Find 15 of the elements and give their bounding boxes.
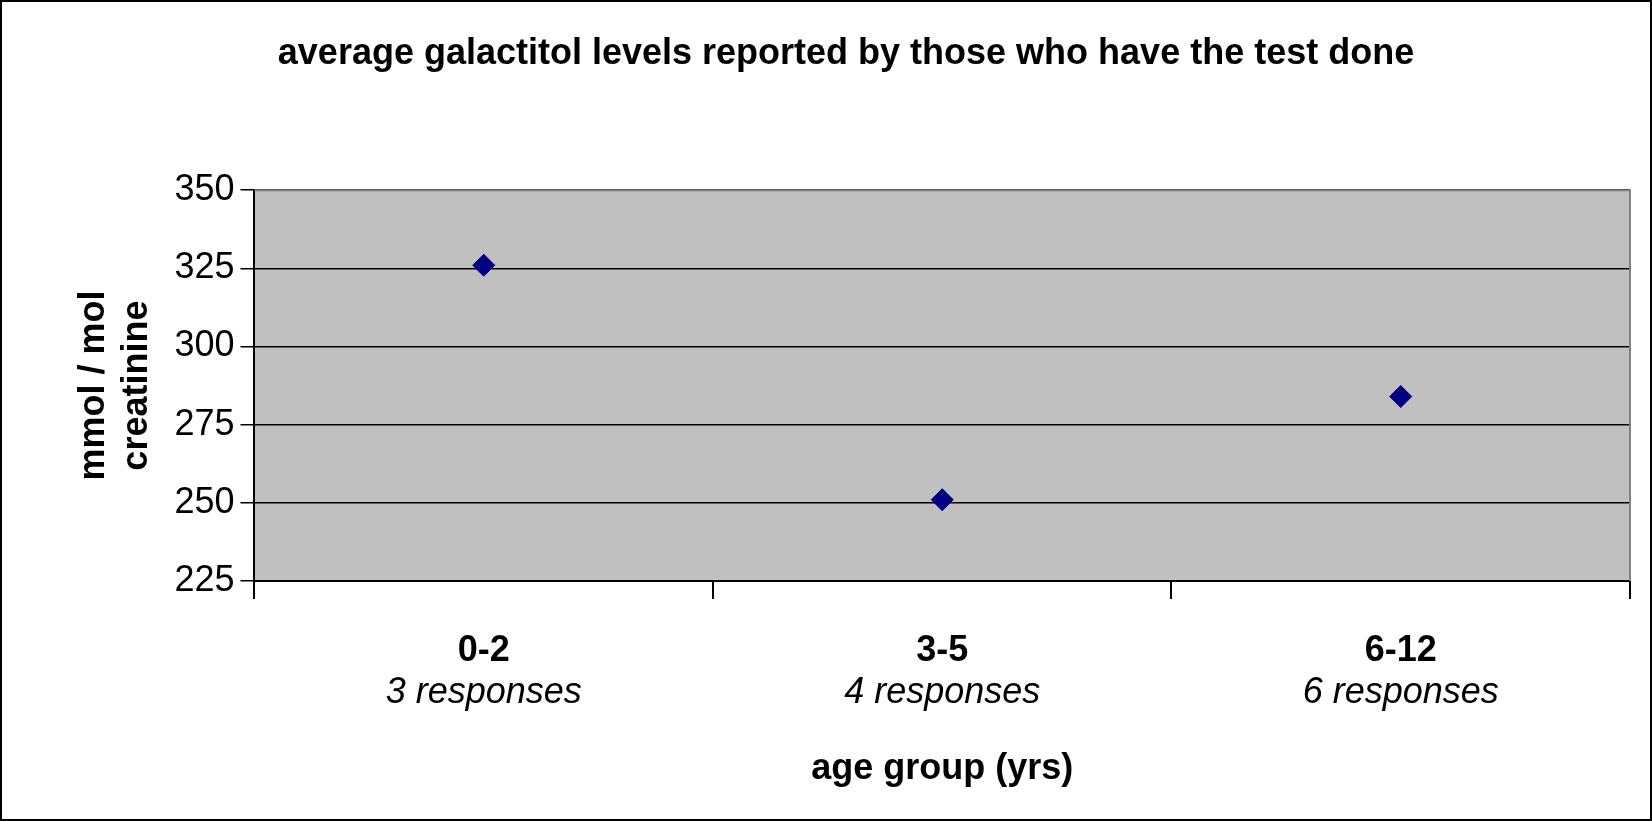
x-tick-label: 0-2 3 responses — [385, 627, 582, 712]
x-axis-title: age group (yrs) — [811, 746, 1074, 788]
y-tick-label: 350 — [174, 167, 235, 209]
x-tick-label: 6-12 6 responses — [1302, 627, 1499, 712]
y-axis-title: mmol / mol creatinine — [70, 290, 155, 481]
point — [472, 253, 496, 277]
point — [930, 488, 954, 512]
y-tick-label: 325 — [174, 245, 235, 287]
y-tick-label: 300 — [174, 323, 235, 365]
x-tick-label: 3-5 4 responses — [844, 627, 1041, 712]
chart-title: average galactitol levels reported by those who have the test done — [277, 30, 1415, 72]
y-tick-label: 225 — [174, 557, 235, 599]
y-tick-label: 275 — [174, 401, 235, 443]
y-tick-label: 250 — [174, 479, 235, 521]
point — [1389, 385, 1413, 409]
